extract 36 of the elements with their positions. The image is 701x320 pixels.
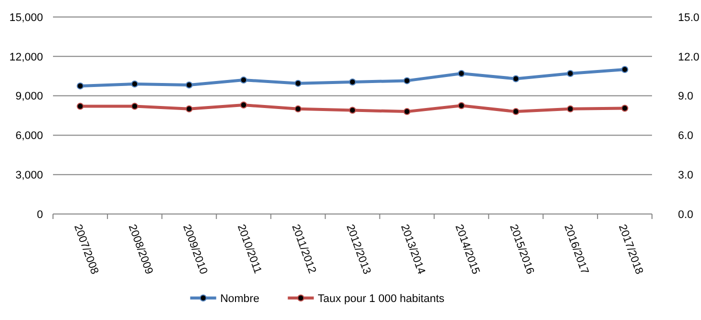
y2-tick-label: 15.0 — [678, 12, 700, 24]
y-tick-label: 12,000 — [9, 51, 43, 64]
point — [512, 108, 520, 116]
point — [186, 82, 193, 89]
point — [349, 106, 356, 114]
point — [349, 78, 356, 86]
point — [403, 108, 410, 116]
point — [131, 80, 138, 88]
point — [294, 80, 302, 87]
point — [186, 105, 193, 112]
point — [131, 102, 138, 110]
point — [458, 70, 465, 77]
y2-tick-label: 0.0 — [678, 208, 694, 221]
point — [240, 76, 248, 84]
y-tick-label: 9,000 — [15, 90, 43, 103]
point — [566, 105, 574, 112]
point — [621, 66, 628, 74]
point — [240, 101, 248, 108]
y2-tick-label: 6.0 — [678, 130, 694, 142]
y-tick-label: 15,000 — [9, 12, 43, 24]
y2-tick-label: 3.0 — [678, 169, 694, 182]
point — [458, 102, 465, 110]
legend-label: Taux pour 1 000 habitants — [318, 292, 445, 305]
y2-tick-label: 9.0 — [678, 90, 694, 103]
point — [566, 70, 574, 77]
point — [403, 77, 410, 84]
point — [76, 82, 84, 90]
point — [294, 105, 302, 112]
legend-label: Nombre — [220, 292, 260, 305]
y-tick-label: 3,000 — [15, 169, 43, 182]
point — [76, 102, 84, 110]
y2-tick-label: 12.0 — [678, 51, 700, 64]
y-tick-label: 6,000 — [15, 130, 43, 142]
y-tick-label: 0 — [36, 208, 43, 221]
point — [621, 104, 628, 112]
point — [512, 75, 520, 82]
